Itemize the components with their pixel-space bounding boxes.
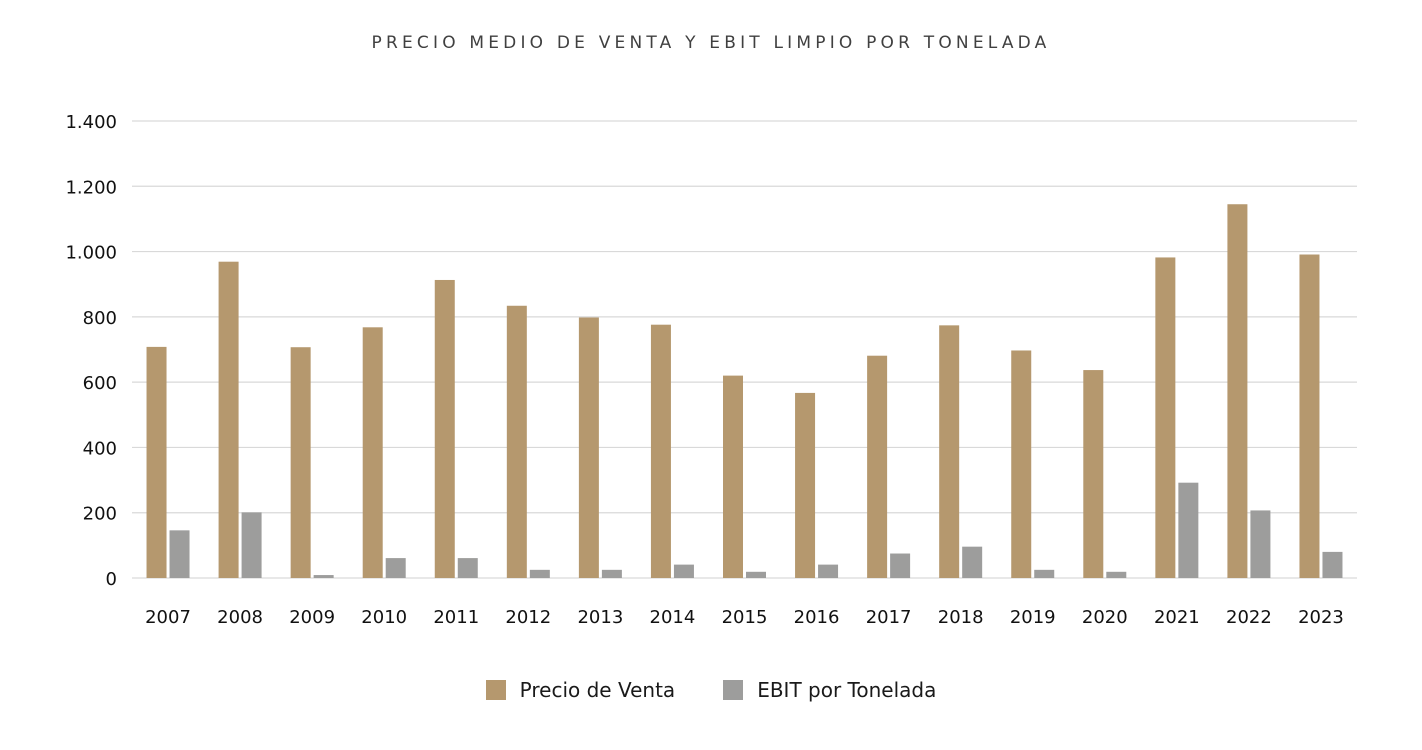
bar-precio-2007 — [146, 346, 167, 578]
x-tick-label: 2023 — [1298, 607, 1344, 628]
bar-ebit-2008 — [241, 512, 262, 578]
legend-swatch-precio — [485, 680, 506, 700]
bar-precio-2009 — [290, 347, 311, 578]
bar-precio-2013 — [578, 317, 599, 578]
bar-precio-2008 — [218, 261, 239, 578]
y-tick-label: 1.200 — [65, 177, 117, 198]
bar-ebit-2010 — [385, 558, 406, 578]
x-tick-label: 2014 — [650, 607, 696, 628]
x-axis-ticks: 2007 2008 2009 2010 2011 2012 2013 2014 2015 2016… — [145, 607, 1344, 628]
bar-ebit-2016 — [818, 564, 839, 578]
x-tick-label: 2022 — [1226, 607, 1272, 628]
bar-ebit-2015 — [746, 571, 766, 578]
bar-ebit-2020 — [1106, 571, 1127, 578]
bar-precio-2022 — [1227, 204, 1248, 578]
y-tick-label: 1.400 — [65, 112, 117, 133]
x-tick-label: 2016 — [794, 607, 840, 628]
bar-ebit-2013 — [601, 569, 622, 578]
bar-precio-2021 — [1155, 257, 1176, 578]
y-tick-label: 0 — [106, 569, 117, 590]
bar-ebit-2011 — [457, 558, 478, 578]
bars — [146, 204, 1343, 579]
y-tick-label: 1.000 — [65, 243, 117, 264]
bar-ebit-2012 — [529, 569, 550, 578]
x-tick-label: 2007 — [145, 607, 191, 628]
bar-precio-2020 — [1083, 370, 1104, 578]
y-tick-label: 800 — [83, 308, 117, 329]
y-tick-label: 200 — [83, 504, 117, 525]
bar-precio-2014 — [650, 324, 671, 578]
legend-label-ebit: EBIT por Tonelada — [757, 678, 937, 702]
chart-title: PRECIO MEDIO DE VENTA Y EBIT LIMPIO POR … — [371, 33, 1051, 53]
x-tick-label: 2021 — [1154, 607, 1200, 628]
gridlines — [132, 120, 1357, 579]
bar-ebit-2021 — [1178, 482, 1199, 578]
x-tick-label: 2015 — [722, 607, 768, 628]
legend-item-precio: Precio de Venta — [485, 678, 676, 702]
bar-ebit-2023 — [1322, 551, 1343, 578]
x-tick-label: 2019 — [1010, 607, 1056, 628]
legend-label-precio: Precio de Venta — [519, 678, 676, 702]
bar-ebit-2014 — [673, 564, 694, 578]
bar-ebit-2019 — [1034, 569, 1055, 578]
legend-item-ebit: EBIT por Tonelada — [723, 678, 936, 702]
bar-precio-2012 — [506, 305, 527, 578]
bar-precio-2015 — [723, 375, 743, 578]
bar-ebit-2009 — [313, 575, 334, 578]
bar-precio-2010 — [362, 327, 383, 578]
bar-precio-2023 — [1299, 254, 1320, 579]
x-tick-label: 2020 — [1082, 607, 1128, 628]
bar-ebit-2007 — [169, 530, 190, 578]
bar-precio-2019 — [1011, 350, 1032, 578]
x-tick-label: 2010 — [361, 607, 407, 628]
x-tick-label: 2017 — [866, 607, 912, 628]
x-tick-label: 2009 — [289, 607, 335, 628]
x-tick-label: 2013 — [577, 607, 623, 628]
x-tick-label: 2018 — [938, 607, 984, 628]
x-tick-label: 2008 — [217, 607, 263, 628]
bar-ebit-2022 — [1250, 510, 1271, 578]
legend: Precio de Venta EBIT por Tonelada — [0, 678, 1422, 702]
bar-ebit-2018 — [962, 546, 983, 578]
legend-swatch-ebit — [723, 680, 744, 700]
bar-precio-2011 — [434, 279, 455, 578]
y-tick-label: 400 — [83, 438, 117, 459]
bar-precio-2018 — [939, 325, 960, 578]
bar-ebit-2017 — [890, 553, 911, 578]
x-tick-label: 2011 — [433, 607, 479, 628]
x-tick-label: 2012 — [505, 607, 551, 628]
bar-precio-2017 — [867, 355, 888, 578]
y-axis-ticks: 0 200 400 600 800 1.000 1.200 1.400 — [65, 112, 117, 590]
bar-precio-2016 — [795, 392, 816, 578]
y-tick-label: 600 — [83, 373, 117, 394]
